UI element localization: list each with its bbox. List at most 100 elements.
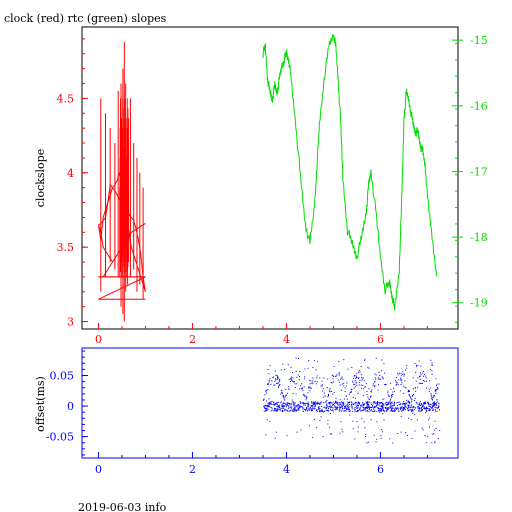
offset-point bbox=[379, 408, 381, 410]
offset-point bbox=[340, 407, 341, 409]
offset-point bbox=[417, 403, 419, 405]
offset-point bbox=[433, 401, 435, 403]
offset-point bbox=[370, 396, 372, 398]
offset-point bbox=[319, 411, 320, 413]
offset-point bbox=[380, 370, 382, 372]
offset-point bbox=[323, 377, 325, 379]
offset-point bbox=[374, 409, 376, 411]
offset-point bbox=[388, 401, 390, 403]
offset-point bbox=[326, 387, 328, 389]
offset-point bbox=[349, 414, 351, 416]
offset-point bbox=[400, 384, 402, 385]
offset-point bbox=[438, 403, 440, 404]
offset-point bbox=[370, 419, 372, 421]
offset-point bbox=[340, 389, 342, 391]
offset-point bbox=[404, 406, 406, 408]
offset-point bbox=[345, 395, 347, 397]
offset-point bbox=[343, 359, 345, 361]
offset-point bbox=[392, 442, 394, 444]
offset-point bbox=[426, 408, 427, 410]
offset-point bbox=[357, 406, 359, 408]
bottom-panel-frame bbox=[81, 347, 459, 459]
offset-point bbox=[408, 401, 410, 403]
offset-point bbox=[431, 398, 433, 399]
offset-point bbox=[336, 408, 338, 410]
offset-point bbox=[395, 381, 397, 383]
offset-point bbox=[362, 384, 364, 386]
offset-point bbox=[318, 408, 320, 410]
offset-point bbox=[368, 404, 370, 406]
offset-point bbox=[292, 410, 294, 412]
offset-point bbox=[338, 402, 340, 404]
offset-point bbox=[374, 410, 376, 412]
offset-point bbox=[372, 406, 374, 408]
offset-point bbox=[388, 395, 390, 397]
top-x-tick-label: 4 bbox=[283, 333, 290, 346]
offset-point bbox=[309, 425, 310, 427]
right-y-tick-label: -17 bbox=[470, 165, 488, 178]
offset-point bbox=[403, 403, 405, 404]
offset-point bbox=[406, 367, 408, 369]
offset-point bbox=[347, 402, 349, 404]
offset-point bbox=[296, 405, 298, 407]
offset-point bbox=[395, 408, 397, 410]
offset-point bbox=[378, 384, 379, 386]
offset-point bbox=[269, 365, 271, 367]
offset-point bbox=[264, 394, 266, 396]
offset-point bbox=[417, 406, 419, 407]
offset-point bbox=[360, 404, 362, 406]
offset-point bbox=[421, 427, 423, 429]
offset-point bbox=[335, 409, 337, 411]
offset-point bbox=[341, 406, 343, 408]
offset-point bbox=[408, 389, 410, 391]
offset-point bbox=[399, 404, 401, 406]
offset-point bbox=[394, 390, 395, 392]
offset-point bbox=[365, 408, 367, 410]
offset-point bbox=[384, 372, 386, 374]
offset-point bbox=[398, 404, 400, 405]
chart-title: clock (red) rtc (green) slopes bbox=[4, 12, 167, 25]
offset-point bbox=[346, 408, 348, 410]
offset-point bbox=[381, 431, 383, 433]
offset-point bbox=[395, 406, 397, 408]
offset-point bbox=[317, 403, 318, 405]
top-x-tick-label: 6 bbox=[377, 333, 384, 346]
offset-point bbox=[406, 403, 408, 405]
offset-point bbox=[281, 410, 283, 412]
offset-point bbox=[433, 394, 435, 396]
offset-point bbox=[296, 431, 298, 433]
offset-point bbox=[311, 406, 313, 407]
offset-point bbox=[398, 379, 400, 381]
offset-point bbox=[422, 380, 424, 382]
offset-point bbox=[290, 407, 292, 409]
offset-point bbox=[304, 408, 306, 410]
left-y-tick-label: 3 bbox=[67, 316, 74, 329]
offset-point bbox=[357, 410, 358, 412]
offset-point bbox=[314, 360, 315, 362]
offset-point bbox=[301, 388, 303, 390]
offset-point bbox=[285, 404, 287, 406]
offset-point bbox=[277, 377, 279, 379]
offset-point bbox=[318, 406, 320, 408]
offset-point bbox=[329, 406, 331, 407]
offset-point bbox=[299, 405, 301, 407]
offset-point bbox=[309, 390, 311, 392]
offset-point bbox=[339, 384, 341, 386]
offset-point bbox=[364, 387, 366, 389]
bottom-y-tick-label: 0.05 bbox=[50, 370, 75, 383]
offset-point bbox=[426, 410, 428, 412]
offset-point bbox=[295, 393, 297, 395]
offset-point bbox=[327, 410, 329, 412]
offset-point bbox=[332, 409, 334, 411]
offset-point bbox=[432, 399, 433, 401]
offset-point bbox=[411, 437, 413, 439]
offset-point bbox=[333, 404, 334, 405]
offset-point bbox=[419, 408, 420, 410]
offset-point bbox=[375, 404, 377, 406]
offset-point bbox=[381, 402, 383, 404]
offset-point bbox=[401, 410, 403, 412]
offset-point bbox=[407, 409, 409, 411]
offset-point bbox=[379, 402, 381, 403]
offset-point bbox=[358, 402, 360, 404]
offset-point bbox=[418, 360, 420, 362]
